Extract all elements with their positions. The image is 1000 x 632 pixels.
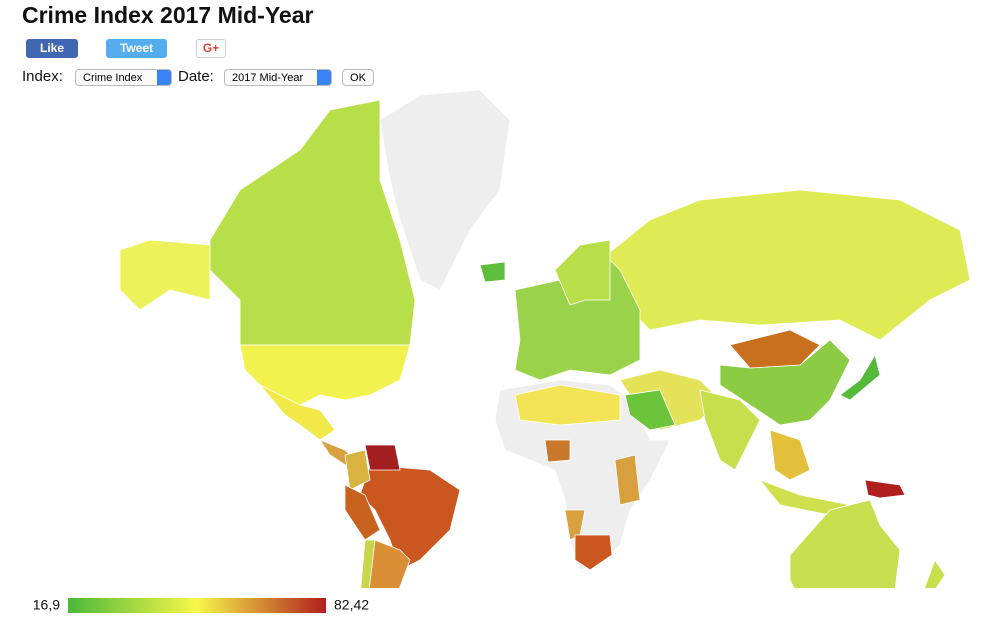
- region: [544, 439, 571, 463]
- region: [209, 99, 416, 346]
- legend: 16,9 82,42: [33, 597, 369, 613]
- region: [729, 329, 821, 369]
- region: [699, 389, 761, 471]
- region: [924, 559, 946, 588]
- ok-button[interactable]: OK: [342, 69, 374, 86]
- region: [599, 189, 971, 341]
- region: [239, 344, 411, 406]
- region: [364, 444, 401, 471]
- index-select[interactable]: Crime Index: [75, 69, 172, 86]
- index-value: Crime Index: [83, 72, 143, 84]
- region: [574, 534, 613, 571]
- date-label: Date:: [178, 68, 214, 85]
- region: [259, 384, 336, 441]
- date-select[interactable]: 2017 Mid-Year: [224, 69, 332, 86]
- like-button[interactable]: Like: [26, 39, 78, 58]
- world-map: [119, 89, 971, 588]
- region: [789, 499, 901, 588]
- date-value: 2017 Mid-Year: [232, 72, 304, 84]
- region: [864, 479, 906, 499]
- region: [119, 239, 211, 311]
- legend-label: 82,42: [334, 597, 369, 613]
- region: [479, 261, 506, 283]
- select-arrow: [317, 70, 331, 85]
- region: [344, 484, 381, 541]
- region: [554, 239, 611, 306]
- region: [379, 89, 511, 291]
- legend-bar: [68, 598, 326, 613]
- index-label: Index:: [22, 68, 63, 85]
- region: [839, 353, 881, 401]
- region: [614, 454, 641, 506]
- tweet-button[interactable]: Tweet: [106, 39, 167, 58]
- region: [514, 384, 621, 426]
- select-arrow: [157, 70, 171, 85]
- gplus-button[interactable]: G+: [196, 39, 226, 58]
- region: [769, 429, 811, 481]
- region: [360, 539, 376, 588]
- legend-label: 16,9: [33, 597, 60, 613]
- page-title: Crime Index 2017 Mid-Year: [22, 2, 314, 28]
- region: [344, 449, 371, 491]
- region: [624, 389, 676, 431]
